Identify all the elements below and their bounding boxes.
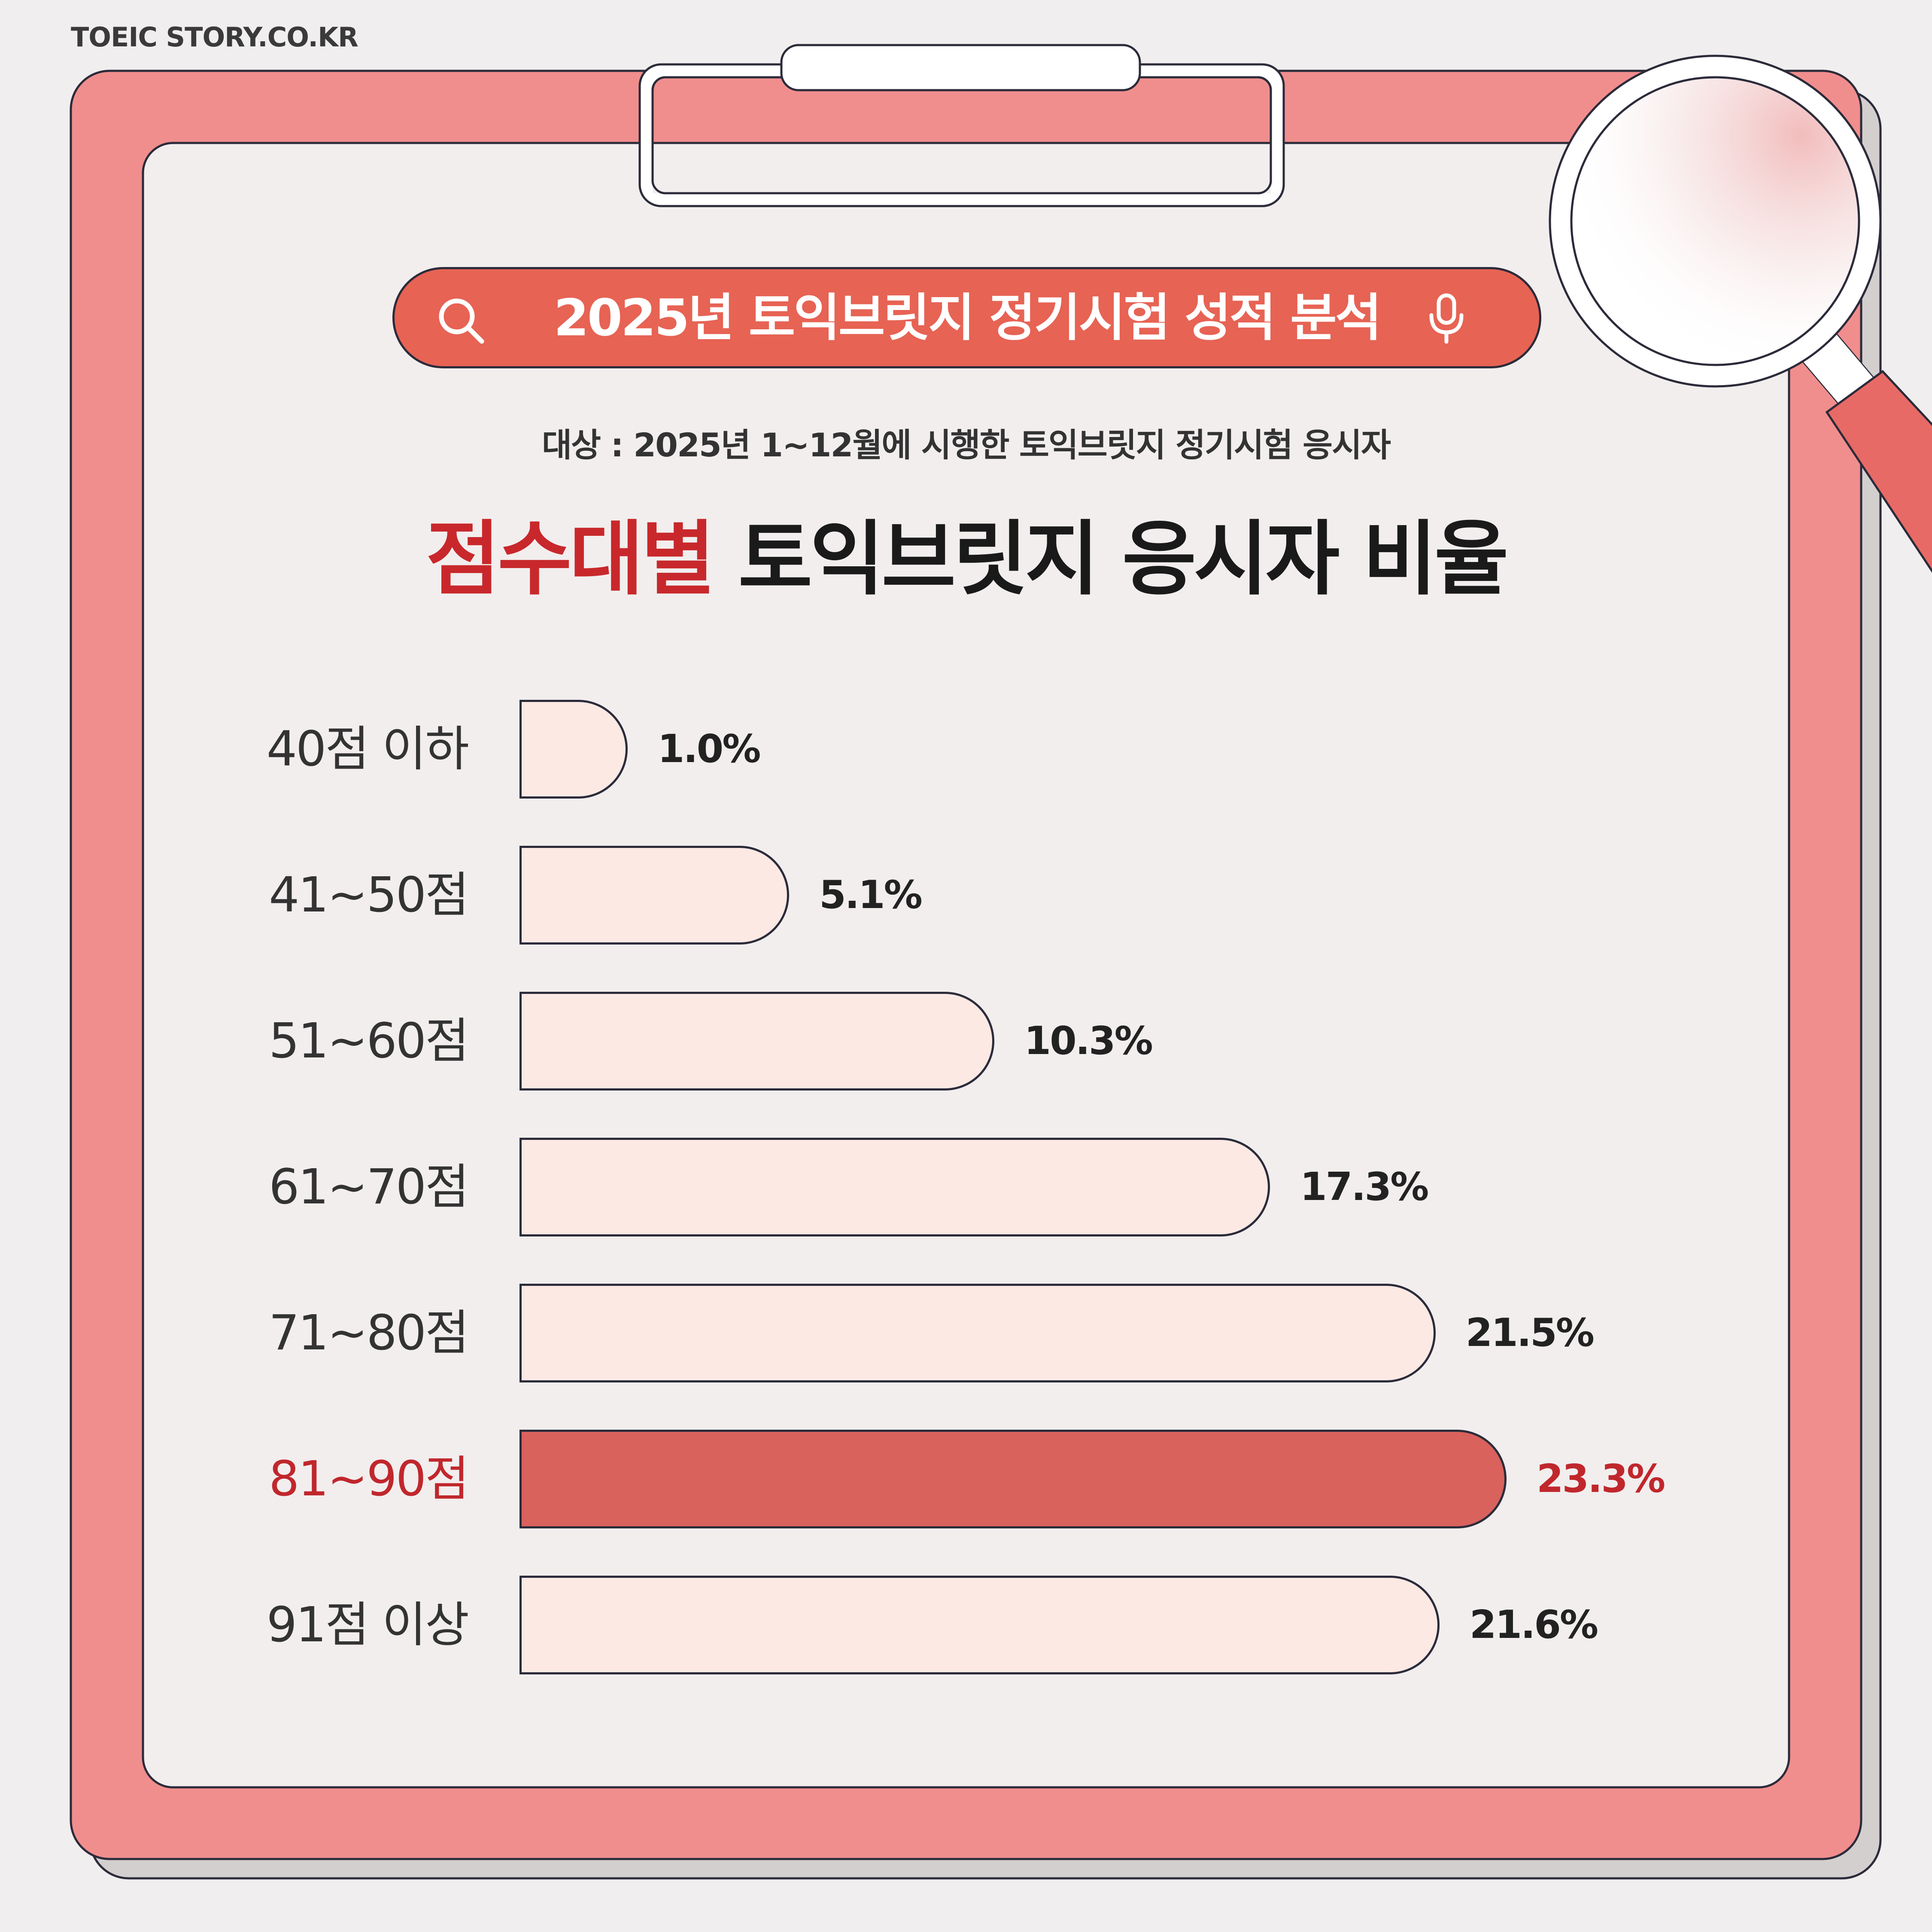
search-bar-text: 2025년 토익브릿지 정기시험 성적 분석 [553, 288, 1382, 347]
bar [519, 1138, 1270, 1236]
category-label: 81~90점 [269, 1451, 469, 1507]
value-label: 21.5% [1465, 1310, 1595, 1355]
bar [519, 1284, 1436, 1382]
bar [519, 1576, 1440, 1674]
value-label: 1.0% [657, 726, 761, 772]
bar [519, 1430, 1507, 1528]
chart-subtitle: 대상 : 2025년 1~12월에 시행한 토익브릿지 정기시험 응시자 [542, 426, 1391, 464]
category-label: 51~60점 [269, 1013, 469, 1069]
chart-title-highlight: 점수대별 [426, 512, 715, 606]
search-bar: 2025년 토익브릿지 정기시험 성적 분석 [392, 267, 1541, 368]
category-label: 41~50점 [269, 867, 469, 923]
category-label: 61~70점 [269, 1159, 469, 1215]
magnifier-icon [1549, 55, 1932, 573]
site-label: TOEIC STORY.CO.KR [71, 21, 358, 53]
clipboard-paper [142, 142, 1790, 1789]
search-icon [439, 298, 484, 344]
category-label: 91점 이상 [266, 1597, 469, 1653]
bar [519, 846, 790, 945]
mic-icon [1429, 293, 1464, 344]
bar [519, 700, 628, 799]
value-label: 23.3% [1536, 1456, 1665, 1501]
chart-title: 점수대별 토익브릿지 응시자 비율 [0, 494, 1932, 611]
value-label: 17.3% [1300, 1164, 1429, 1209]
clipboard-clip [638, 44, 1285, 207]
bar [519, 992, 994, 1091]
value-label: 10.3% [1024, 1018, 1153, 1063]
category-label: 71~80점 [269, 1305, 469, 1361]
value-label: 5.1% [819, 872, 923, 917]
value-label: 21.6% [1469, 1602, 1598, 1647]
chart-title-rest: 토익브릿지 응시자 비율 [712, 512, 1509, 606]
category-label: 40점 이하 [266, 721, 469, 777]
